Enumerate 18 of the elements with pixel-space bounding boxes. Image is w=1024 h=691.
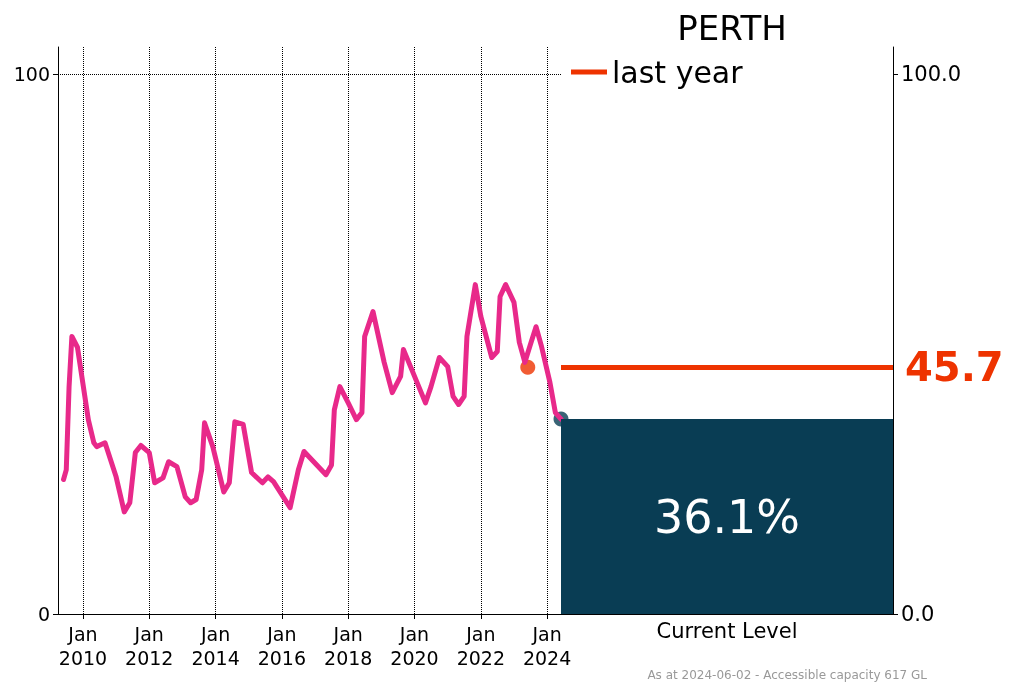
x-tick-label: Jan 2016: [257, 623, 307, 669]
y-tick-label: 100: [13, 63, 50, 85]
x-tick-label: Jan 2024: [522, 623, 572, 669]
x-tick-label: Jan 2014: [191, 623, 240, 669]
y-tick-label: 100.0: [901, 62, 962, 86]
text: 45.7: [905, 344, 1004, 391]
x-tick-label: Jan 2022: [456, 623, 506, 669]
y-tick-label: 0: [37, 603, 50, 625]
x-tick-label: Jan 2012: [125, 623, 174, 669]
legend-label: last year: [612, 54, 744, 90]
x-tick-label: Jan 2010: [58, 623, 108, 669]
chart-title: PERTH: [677, 8, 787, 48]
x-tick-label: Current Level: [656, 618, 798, 643]
y-tick-label: 0.0: [901, 602, 935, 626]
x-tick-label: Jan 2020: [390, 623, 439, 669]
data-label: 36.1%: [653, 489, 801, 544]
x-tick-label: Jan 2018: [324, 623, 373, 669]
text: As at 2024-06-02 - Accessible capacity 617 GL: [647, 668, 928, 682]
